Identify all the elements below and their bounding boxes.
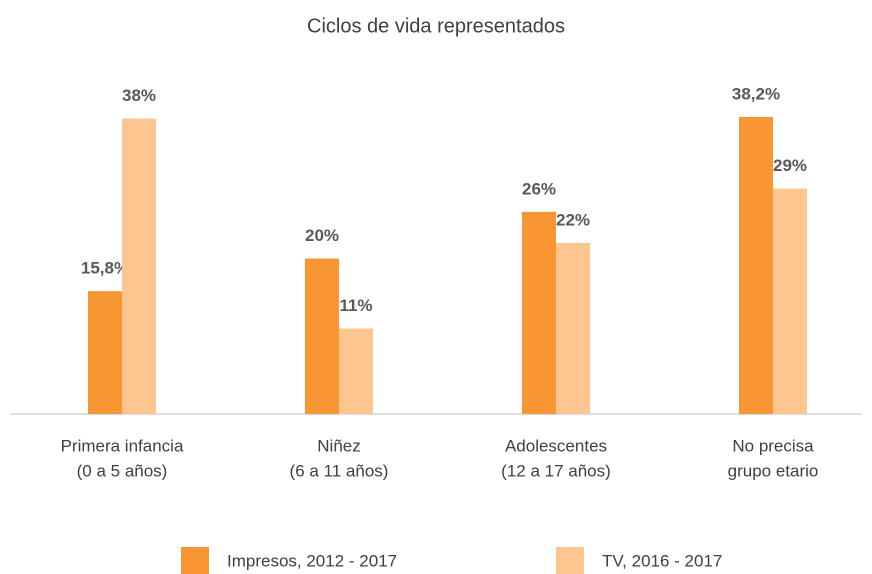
value-label: 26%: [522, 179, 556, 198]
legend-swatch: [556, 547, 584, 574]
value-label: 38,2%: [732, 84, 780, 103]
bar: [122, 118, 156, 415]
bar: [739, 116, 773, 415]
x-tick-label: Adolescentes: [505, 436, 607, 455]
x-tick-label: (6 a 11 años): [290, 461, 389, 480]
x-tick-label: (12 a 17 años): [501, 461, 611, 480]
x-tick-label: No precisa: [732, 436, 814, 455]
x-tick-label: (0 a 5 años): [77, 461, 168, 480]
bar: [88, 291, 122, 414]
value-label: 22%: [556, 210, 590, 229]
x-tick-label: Primera infancia: [61, 436, 184, 455]
chart-title: Ciclos de vida representados: [307, 15, 565, 37]
x-tick-label: Niñez: [317, 436, 360, 455]
value-label: 15,8%: [81, 259, 129, 278]
value-label: 20%: [305, 226, 339, 245]
value-label: 11%: [339, 296, 372, 315]
bar: [305, 258, 339, 414]
legend-label: Impresos, 2012 - 2017: [227, 551, 397, 570]
legend-swatch: [181, 547, 209, 574]
bar: [522, 211, 556, 414]
x-tick-label: grupo etario: [728, 461, 819, 480]
value-label: 38%: [122, 86, 156, 105]
bar: [556, 242, 590, 414]
bar: [773, 188, 807, 414]
value-label: 29%: [773, 156, 807, 175]
bar: [339, 328, 373, 414]
legend-label: TV, 2016 - 2017: [602, 551, 722, 570]
